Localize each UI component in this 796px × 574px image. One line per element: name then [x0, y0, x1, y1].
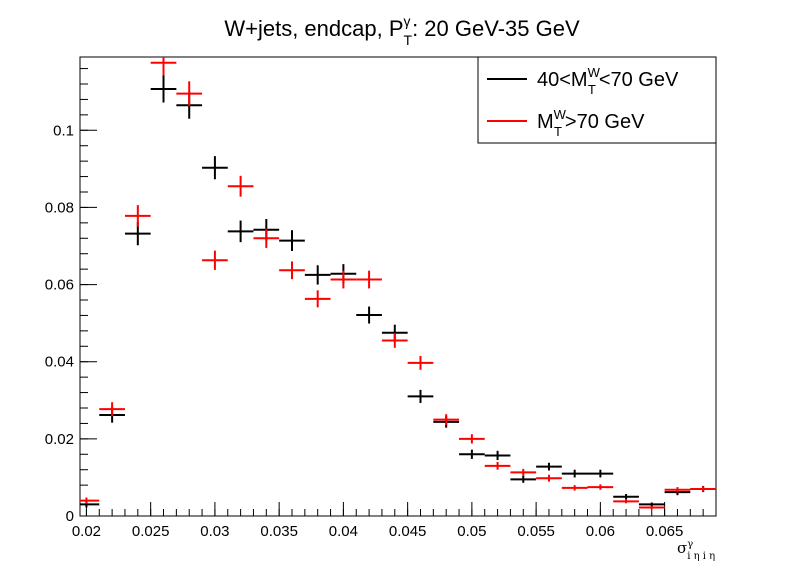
- series-red: [80, 57, 716, 510]
- legend-red-sub: T: [554, 124, 562, 139]
- y-tick-label: 0.08: [45, 199, 74, 216]
- x-tick-label: 0.05: [457, 523, 486, 540]
- data-point: [587, 484, 614, 490]
- y-tick-label: 0.02: [45, 431, 74, 448]
- x-tick-label: 0.025: [132, 523, 170, 540]
- data-point: [150, 75, 177, 103]
- x-tick-label: 0.06: [586, 523, 615, 540]
- data-point: [484, 450, 511, 461]
- x-axis-label-sub: i η i η: [687, 551, 715, 562]
- data-point: [356, 306, 382, 324]
- legend-black-sub: T: [588, 82, 596, 97]
- data-point: [80, 497, 100, 504]
- data-point: [638, 502, 665, 507]
- data-point: [690, 486, 716, 492]
- chart-title: W+jets, endcap, Pγ T: 20 GeV-35 GeV: [224, 13, 580, 48]
- data-point: [99, 402, 125, 417]
- data-point: [664, 487, 691, 493]
- data-point: [124, 205, 151, 227]
- data-point: [304, 265, 331, 285]
- data-point: [202, 250, 228, 270]
- legend-black-pre: 40<M: [537, 69, 588, 91]
- data-point: [253, 228, 280, 248]
- title-main: W+jets, endcap, P: [224, 16, 403, 41]
- data-point: [638, 505, 665, 510]
- data-point: [459, 434, 485, 444]
- data-point: [356, 270, 382, 289]
- data-point: [433, 414, 460, 425]
- title-rest: : 20 GeV-35 GeV: [412, 16, 580, 41]
- x-tick-label: 0.02: [72, 523, 101, 540]
- legend-red-pre: M: [537, 111, 554, 133]
- data-point: [176, 81, 203, 106]
- data-point: [484, 462, 511, 470]
- legend-red-post: >70 GeV: [565, 111, 645, 133]
- data-point: [227, 175, 254, 197]
- x-axis: 0.02 0.025 0.03 0.035 0.04 0.045 0.05 0.055 0.06…: [72, 502, 717, 540]
- legend-label-red: MW T >70 GeV: [537, 107, 645, 139]
- data-point: [561, 485, 588, 491]
- y-tick-label: 0.1: [53, 122, 74, 139]
- x-tick-label: 0.03: [200, 523, 229, 540]
- data-point: [407, 389, 434, 403]
- data-point: [613, 494, 639, 500]
- data-point: [613, 499, 639, 504]
- x-tick-label: 0.045: [389, 523, 427, 540]
- data-point: [202, 156, 228, 180]
- title-superscript: γ: [404, 13, 411, 29]
- legend-box: [477, 56, 717, 144]
- data-point: [536, 474, 562, 482]
- data-point: [407, 355, 434, 370]
- y-tick-label: 0.06: [45, 277, 74, 294]
- title-subscript: T: [404, 32, 413, 48]
- data-point: [330, 270, 357, 289]
- legend-black-sup: W: [588, 65, 601, 80]
- x-tick-label: 0.04: [329, 523, 358, 540]
- legend-black-post: <70 GeV: [599, 69, 679, 91]
- data-point: [510, 475, 537, 483]
- legend-red-sup: W: [554, 107, 567, 122]
- data-point: [304, 290, 331, 308]
- data-point: [459, 449, 485, 459]
- y-axis: 0 0.02 0.04 0.06 0.08 0.1: [45, 68, 97, 525]
- x-tick-label: 0.035: [260, 523, 298, 540]
- data-series: [80, 57, 716, 510]
- data-point: [510, 468, 537, 476]
- data-point: [227, 220, 254, 243]
- x-axis-label-sup: γ: [687, 539, 693, 550]
- x-tick-label: 0.065: [646, 523, 684, 540]
- x-tick-label: 0.055: [517, 523, 555, 540]
- x-axis-label-main: σ: [677, 539, 687, 557]
- y-tick-label: 0.04: [45, 354, 74, 371]
- data-point: [150, 57, 177, 76]
- x-axis-label: σγ i η i η: [677, 539, 715, 562]
- data-point: [561, 469, 588, 478]
- data-point: [381, 333, 408, 348]
- data-point: [587, 469, 614, 478]
- y-tick-label: 0: [66, 508, 74, 525]
- data-point: [536, 462, 562, 471]
- data-point: [279, 230, 305, 252]
- plot-frame: [79, 56, 717, 517]
- legend-label-black: 40<MW T <70 GeV: [537, 65, 679, 97]
- data-point: [279, 261, 305, 280]
- legend: 40<MW T <70 GeV MW T >70 GeV: [477, 56, 717, 144]
